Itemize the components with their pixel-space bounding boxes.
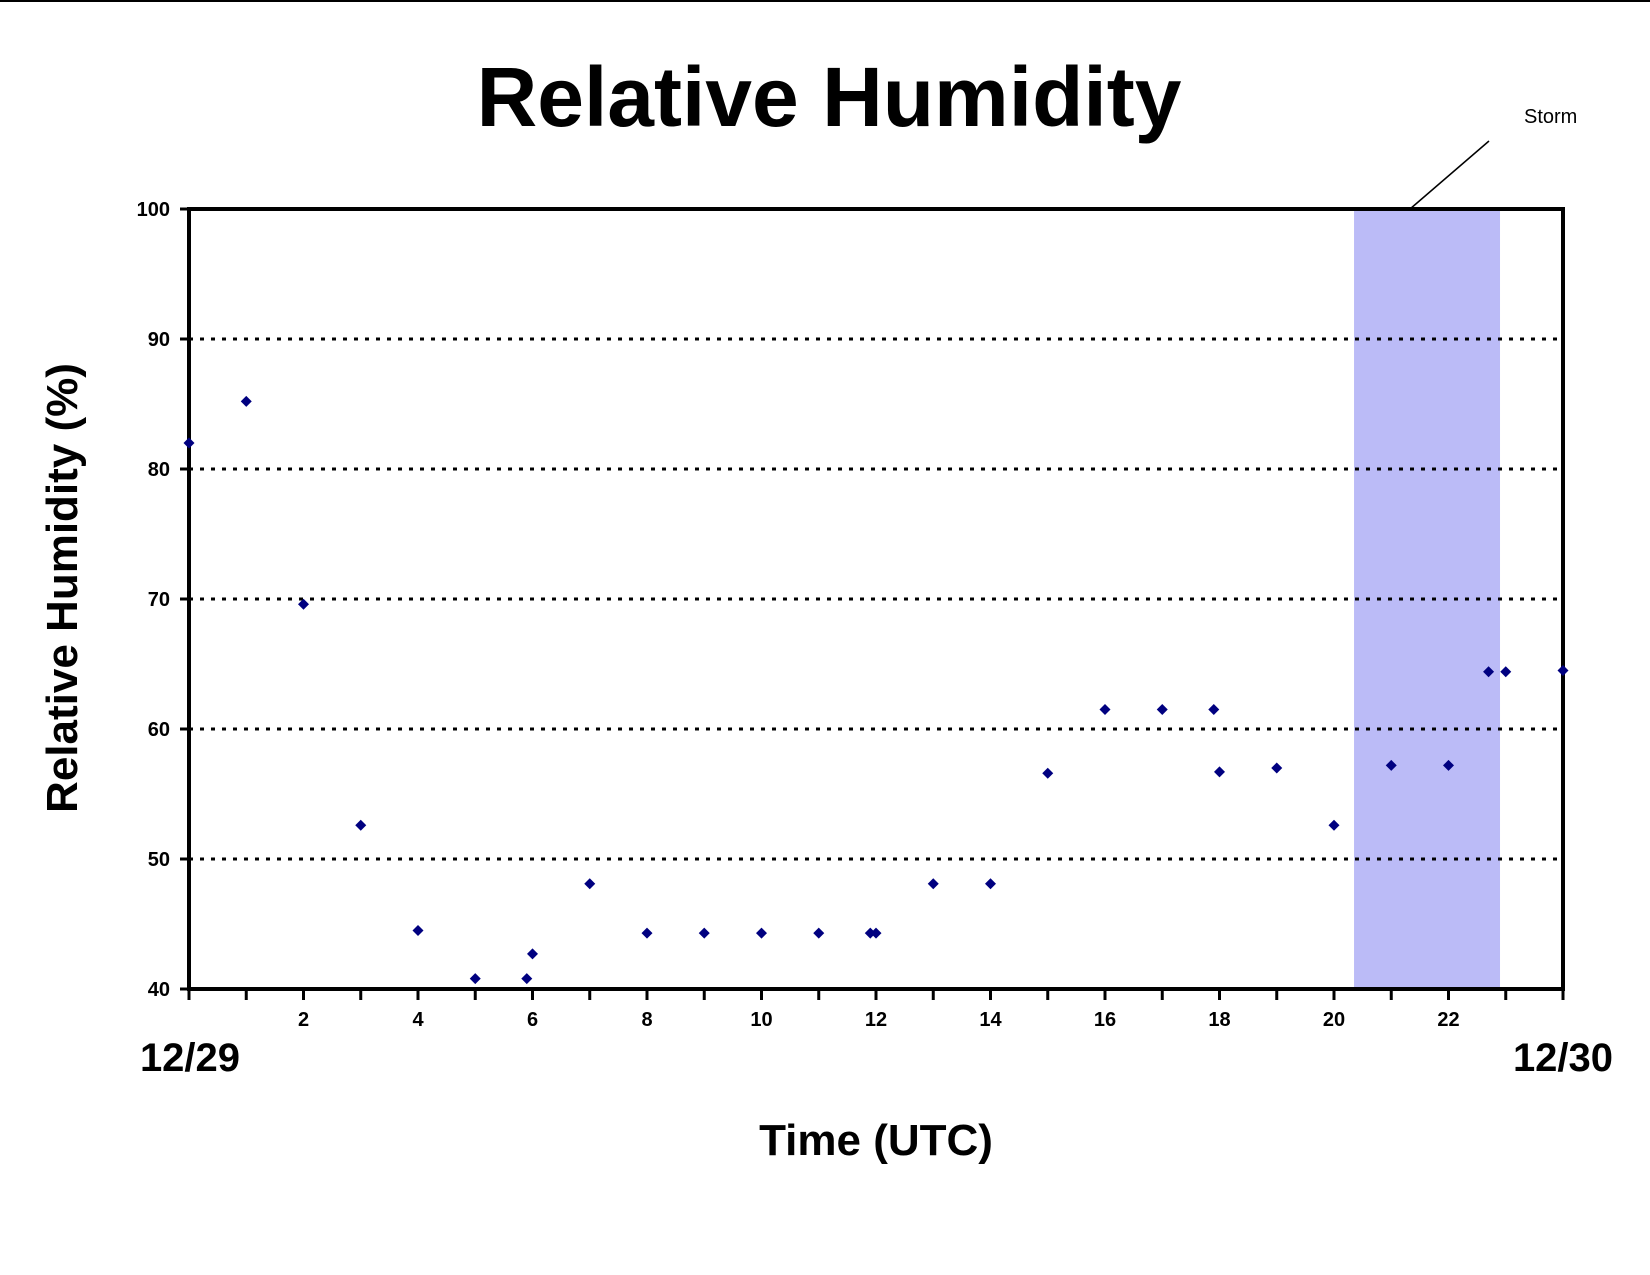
x-axis-label: Time (UTC) — [759, 1116, 993, 1165]
y-tick-label: 50 — [148, 849, 170, 871]
x-tick-label: 12 — [865, 1009, 887, 1031]
y-tick-label: 90 — [148, 329, 170, 351]
x-tick-label: 6 — [527, 1009, 538, 1031]
data-point — [1156, 704, 1168, 715]
y-tick-label: 70 — [148, 589, 170, 611]
x-tick-label: 10 — [750, 1009, 772, 1031]
data-point — [527, 948, 538, 960]
data-point — [298, 598, 309, 610]
data-point — [412, 925, 424, 936]
top-rule — [0, 0, 1650, 2]
data-point — [240, 395, 252, 407]
storm-leader-line — [1409, 140, 1490, 210]
data-point — [1557, 665, 1569, 676]
data-point — [641, 927, 653, 939]
x-tick-label: 16 — [1094, 1009, 1116, 1031]
data-point — [355, 819, 367, 831]
data-point — [1214, 766, 1225, 778]
data-point — [1042, 767, 1054, 779]
x-tick-label: 22 — [1437, 1009, 1459, 1031]
x-tick-label: 14 — [979, 1009, 1002, 1031]
data-point — [756, 927, 767, 939]
x-tick-label: 18 — [1208, 1009, 1230, 1031]
data-point — [1099, 704, 1111, 715]
data-point — [870, 927, 882, 939]
y-tick-label: 40 — [148, 979, 170, 1001]
x-tick-label: 8 — [641, 1009, 652, 1031]
y-tick-label: 60 — [148, 719, 170, 741]
storm-annotation-label: Storm — [1524, 106, 1577, 128]
data-point — [985, 878, 996, 890]
y-tick-label: 100 — [137, 199, 170, 221]
data-point — [521, 973, 533, 985]
x-tick-label: 4 — [412, 1009, 424, 1031]
chart-title: Relative Humidity — [477, 50, 1182, 144]
data-point — [1483, 666, 1495, 678]
data-point — [864, 927, 876, 939]
y-axis-label: Relative Humidity (%) — [38, 363, 87, 813]
data-point — [469, 973, 481, 985]
date-end-label: 12/30 — [1513, 1036, 1613, 1080]
data-point — [1208, 704, 1220, 715]
x-tick-label: 20 — [1323, 1009, 1345, 1031]
data-point — [1271, 762, 1283, 774]
x-tick-label: 2 — [298, 1009, 309, 1031]
y-tick-label: 80 — [148, 459, 170, 481]
data-point — [1443, 759, 1454, 771]
data-point — [584, 878, 596, 890]
data-point — [813, 927, 825, 939]
data-points-layer — [183, 395, 1569, 985]
data-point — [927, 878, 939, 890]
data-point — [1500, 666, 1512, 678]
data-point — [1385, 759, 1397, 771]
data-point — [1328, 819, 1340, 831]
data-point — [183, 437, 195, 449]
grid-layer — [189, 337, 1563, 861]
date-start-label: 12/29 — [140, 1036, 240, 1080]
ticks-layer: 40 50 60 70 80 90 100 2 4 6 8 10 12 14 16 18 20 22 — [137, 199, 1565, 1031]
data-point — [698, 927, 710, 939]
